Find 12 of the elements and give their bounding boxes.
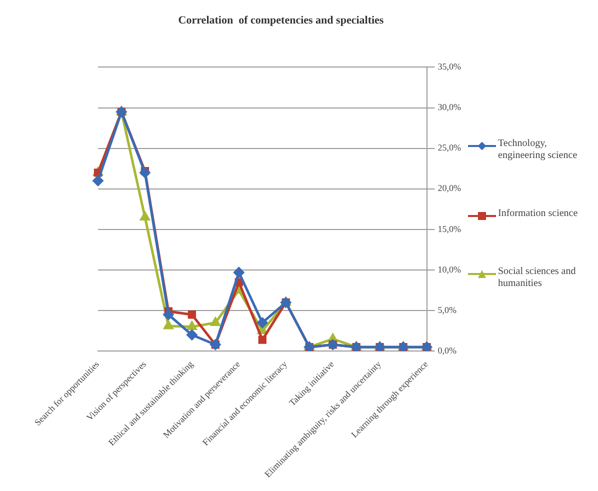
y-tick-label: 10,0%: [438, 264, 462, 274]
y-tick-label: 35,0%: [438, 62, 462, 72]
y-tick-label: 5,0%: [438, 304, 458, 315]
y-tick-label: 25,0%: [438, 142, 462, 153]
legend-label: Information science: [498, 208, 578, 220]
legend-label: Social sciences and humanities: [498, 266, 577, 290]
y-tick-label: 0,0%: [438, 345, 458, 356]
y-tick-label: 30,0%: [438, 102, 462, 112]
y-tick-label: 20,0%: [438, 183, 462, 194]
chart-title: Correlation of competencies and specialties: [178, 14, 384, 26]
legend-label: Technology, engineering science: [498, 138, 578, 162]
y-tick-label: 15,0%: [438, 224, 462, 234]
